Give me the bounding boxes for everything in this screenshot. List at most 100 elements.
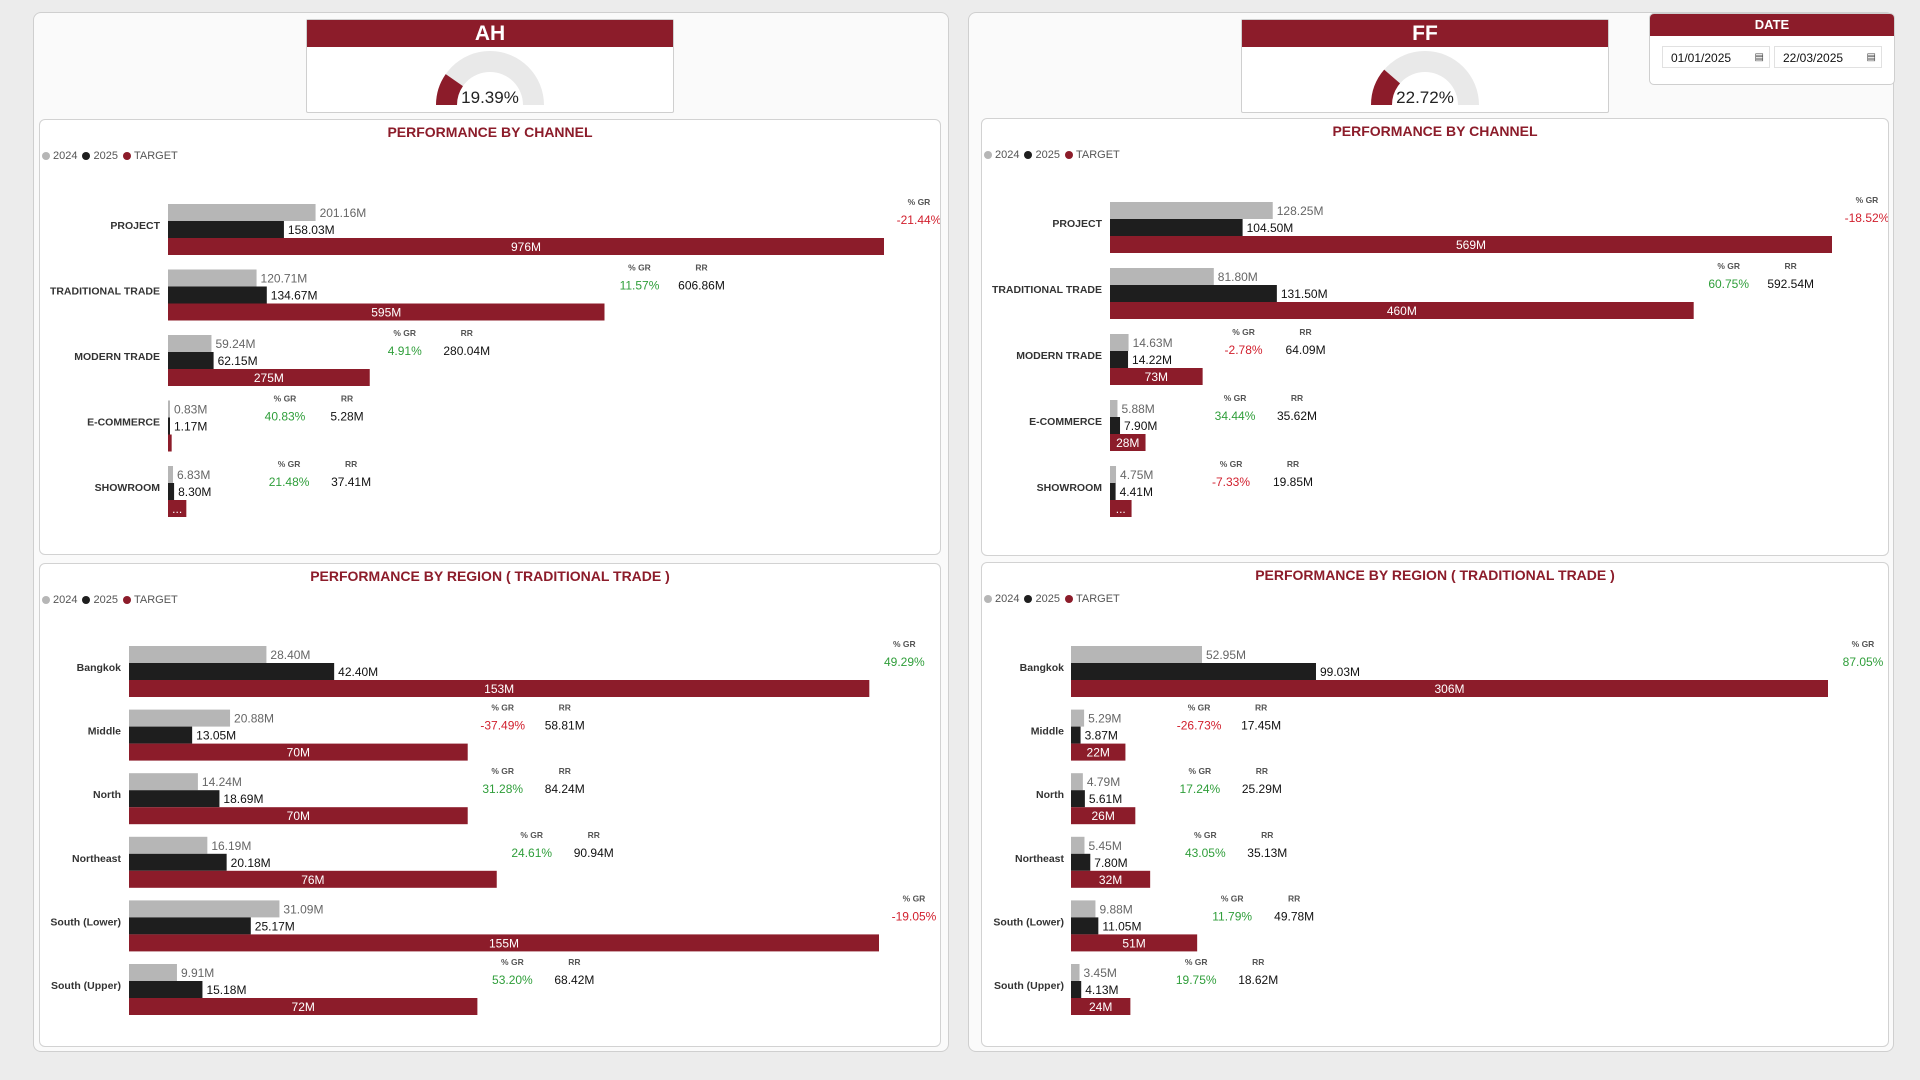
bar-2024: [168, 400, 170, 418]
category-label: South (Upper): [994, 980, 1064, 992]
legend: 2024 2025 TARGET: [984, 593, 1125, 605]
channel-chart-ff: PERFORMANCE BY CHANNEL 2024 2025 TARGET PR…: [981, 118, 1889, 556]
gr-value: -21.44%: [897, 213, 940, 227]
end-date-value: 22/03/2025: [1783, 51, 1844, 65]
gr-heading: % GR: [1852, 639, 1875, 649]
calendar-icon[interactable]: ▤: [1866, 52, 1876, 63]
legend-2024[interactable]: 2024: [42, 594, 77, 606]
category-label: Bangkok: [1020, 662, 1065, 674]
legend-2024[interactable]: 2024: [984, 149, 1019, 161]
gauge-track: [1371, 51, 1479, 105]
bar-target: [1071, 934, 1198, 952]
category-label: North: [1036, 789, 1064, 801]
end-date-input[interactable]: 22/03/2025 ▤: [1774, 46, 1882, 68]
legend-target[interactable]: TARGET: [1064, 149, 1120, 161]
bar-target: [1071, 998, 1131, 1015]
bar-2024: [168, 269, 257, 287]
gr-value: 53.20%: [492, 973, 533, 987]
bar-2025: [129, 790, 220, 808]
legend-target[interactable]: TARGET: [1064, 593, 1120, 605]
bar-target: [129, 680, 870, 697]
legend-2025[interactable]: 2025: [82, 594, 118, 606]
label-2025: 7.80M: [1094, 856, 1127, 870]
category-label: PROJECT: [1052, 218, 1102, 230]
gr-heading: % GR: [1220, 459, 1243, 469]
legend-2025[interactable]: 2025: [1024, 149, 1060, 161]
bar-2025: [168, 352, 214, 369]
gauge-fill: [436, 74, 463, 105]
label-2024: 31.09M: [283, 902, 323, 916]
gauge-ff: 22.72%: [1371, 51, 1479, 107]
panel-ah: AH 19.39% PERFORMANCE BY CHANNEL 2024 202…: [33, 12, 949, 1052]
rr-heading: RR: [1252, 957, 1264, 967]
label-2025: 62.15M: [218, 354, 258, 368]
rr-heading: RR: [1256, 766, 1268, 776]
gr-heading: % GR: [520, 830, 543, 840]
category-label: TRADITIONAL TRADE: [992, 284, 1102, 296]
label-2025: 3.87M: [1085, 729, 1118, 743]
label-target: 32M: [1099, 873, 1122, 887]
gr-heading: % GR: [491, 766, 514, 776]
gr-value: 60.75%: [1708, 277, 1749, 291]
gr-heading: % GR: [628, 263, 651, 273]
bar-2024: [1110, 466, 1117, 483]
legend-2024[interactable]: 2024: [42, 150, 77, 162]
label-2024: 201.16M: [320, 206, 367, 220]
rr-heading: RR: [559, 703, 571, 713]
bar-2024: [168, 204, 316, 221]
gr-value: 11.57%: [620, 279, 660, 293]
category-label: SHOWROOM: [1037, 482, 1103, 494]
category-label: E-COMMERCE: [1029, 416, 1102, 428]
category-label: SHOWROOM: [95, 482, 161, 494]
bar-target: [1071, 680, 1828, 697]
category-label: TRADITIONAL TRADE: [50, 286, 160, 298]
bar-target: [129, 870, 497, 888]
calendar-icon[interactable]: ▤: [1754, 52, 1764, 63]
gr-heading: % GR: [274, 394, 297, 404]
category-label: E-COMMERCE: [87, 417, 160, 429]
rr-heading: RR: [345, 459, 357, 469]
gr-value: 43.05%: [1185, 846, 1226, 860]
rr-value: 606.86M: [678, 279, 725, 293]
bar-2025: [1071, 981, 1082, 998]
bar-2024: [1071, 900, 1096, 918]
legend-2025[interactable]: 2025: [1024, 593, 1060, 605]
bar-2025: [129, 726, 193, 744]
rr-heading: RR: [1288, 893, 1300, 903]
rr-value: 84.24M: [545, 782, 585, 796]
bar-2024: [1110, 202, 1273, 219]
rr-heading: RR: [695, 263, 707, 273]
gr-heading: % GR: [1194, 830, 1217, 840]
gr-value: -7.33%: [1212, 475, 1250, 489]
label-target: 460M: [1387, 304, 1417, 318]
rr-heading: RR: [559, 766, 571, 776]
category-label: Northeast: [1015, 853, 1065, 865]
label-2025: 4.13M: [1085, 983, 1118, 997]
gauge-card-ah: AH 19.39%: [306, 19, 674, 113]
label-2024: 5.29M: [1088, 712, 1121, 726]
bar-2024: [1071, 836, 1085, 854]
label-2025: 15.18M: [206, 983, 246, 997]
legend-target[interactable]: TARGET: [122, 150, 178, 162]
bar-2024: [1110, 400, 1118, 417]
legend-2025[interactable]: 2025: [82, 150, 118, 162]
label-2024: 6.83M: [177, 468, 210, 482]
label-2024: 14.24M: [202, 775, 242, 789]
bar-target: [1110, 500, 1132, 517]
channel-chart-ah: PERFORMANCE BY CHANNEL 2024 2025 TARGET PR…: [39, 119, 941, 555]
start-date-input[interactable]: 01/01/2025 ▤: [1662, 46, 1770, 68]
label-target: 595M: [371, 306, 401, 320]
rr-heading: RR: [1287, 459, 1299, 469]
label-2025: 131.50M: [1281, 287, 1328, 301]
legend-2024[interactable]: 2024: [984, 593, 1019, 605]
rr-heading: RR: [341, 394, 353, 404]
gr-heading: % GR: [1856, 195, 1879, 205]
rr-value: 68.42M: [554, 973, 594, 987]
category-label: Middle: [1031, 726, 1064, 738]
gr-heading: % GR: [1188, 703, 1211, 713]
legend-target[interactable]: TARGET: [122, 594, 178, 606]
gr-value: 4.91%: [388, 344, 422, 358]
panel-ff: FF 22.72% DATE 01/01/2025 ▤ 22/03/2025 ▤…: [968, 12, 1895, 1052]
